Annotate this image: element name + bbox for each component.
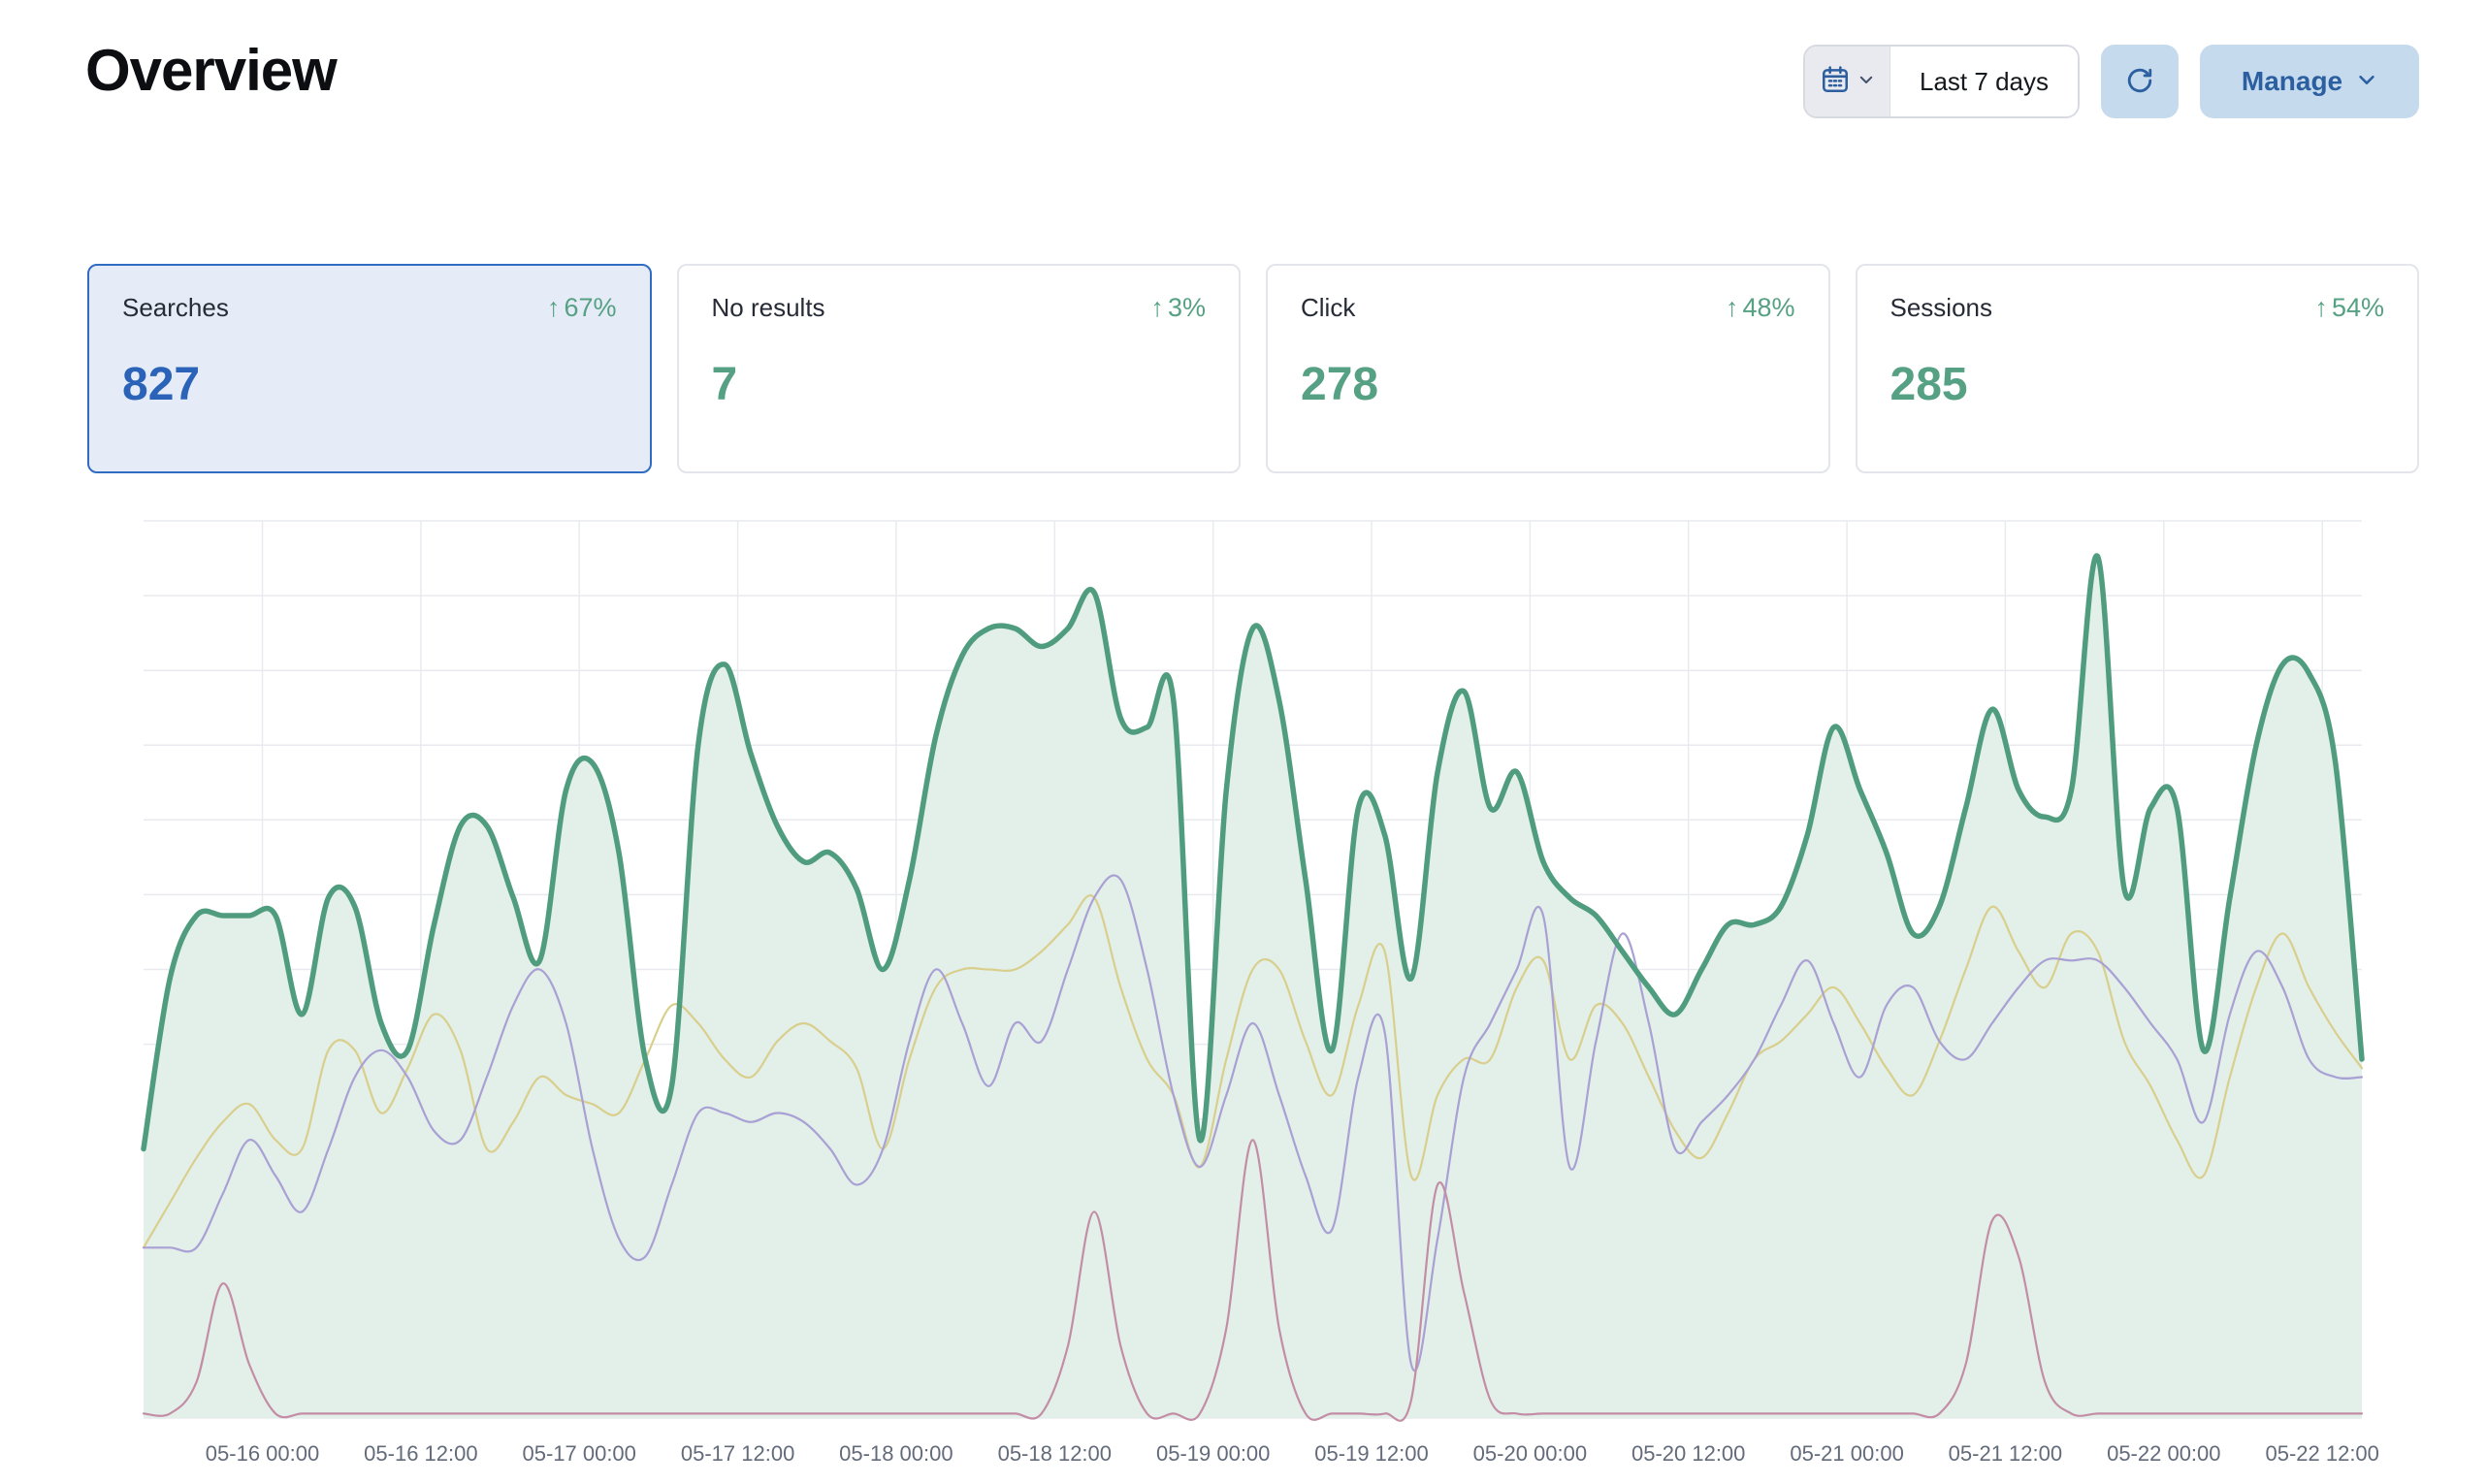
trend-up-icon: ↑ xyxy=(1150,293,1164,322)
stat-label: Searches xyxy=(122,293,229,322)
trend-value: 67% xyxy=(564,293,617,322)
chevron-down-icon xyxy=(1857,71,1875,93)
x-axis-tick-label: 05-22 00:00 xyxy=(2107,1441,2220,1466)
series-line-sessions xyxy=(142,894,2364,1249)
x-axis-tick-label: 05-20 12:00 xyxy=(1631,1441,1745,1466)
series-line-clicks xyxy=(142,874,2364,1372)
stat-label: No results xyxy=(711,293,825,322)
series-line-searches xyxy=(141,553,2365,1152)
trend-up-icon: ↑ xyxy=(2314,293,2328,322)
series-area-searches xyxy=(144,556,2362,1418)
stat-label: Sessions xyxy=(1889,293,1993,322)
x-axis-tick-label: 05-17 00:00 xyxy=(522,1441,635,1466)
date-range-calendar-button[interactable] xyxy=(1805,47,1891,116)
stat-value: 827 xyxy=(122,359,201,410)
stat-cards-row: Searches ↑ 67% 827 No results ↑ 3% 7 Click… xyxy=(87,264,2419,473)
stat-card-sessions[interactable]: Sessions ↑ 54% 285 xyxy=(1855,264,2419,473)
trend-up-icon: ↑ xyxy=(546,293,561,322)
x-axis-tick-label: 05-19 12:00 xyxy=(1314,1441,1428,1466)
trend-value: 3% xyxy=(1167,293,1206,322)
trend-up-icon: ↑ xyxy=(1725,293,1739,322)
trend-value: 48% xyxy=(1742,293,1795,322)
stat-card-searches[interactable]: Searches ↑ 67% 827 xyxy=(87,264,652,473)
x-axis-tick-label: 05-17 12:00 xyxy=(681,1441,794,1466)
stat-value: 7 xyxy=(711,359,738,410)
stat-card-click[interactable]: Click ↑ 48% 278 xyxy=(1266,264,1830,473)
refresh-icon xyxy=(2123,64,2156,100)
trend-value: 54% xyxy=(2331,293,2384,322)
date-range-label[interactable]: Last 7 days xyxy=(1890,47,2078,116)
x-axis-tick-label: 05-19 00:00 xyxy=(1156,1441,1270,1466)
x-axis-tick-label: 05-18 12:00 xyxy=(998,1441,1112,1466)
stat-card-no-results[interactable]: No results ↑ 3% 7 xyxy=(676,264,1241,473)
stat-value: 278 xyxy=(1301,359,1379,410)
calendar-icon xyxy=(1820,64,1851,100)
x-axis-tick-label: 05-20 00:00 xyxy=(1473,1441,1587,1466)
header-controls: Last 7 days Manage xyxy=(1803,45,2419,118)
stat-label: Click xyxy=(1301,293,1356,322)
x-axis-tick-label: 05-16 00:00 xyxy=(206,1441,319,1466)
stat-value: 285 xyxy=(1889,359,1968,410)
series-line-no_results xyxy=(142,1139,2364,1422)
chevron-down-icon xyxy=(2356,66,2377,97)
x-axis-tick-label: 05-18 00:00 xyxy=(839,1441,953,1466)
x-axis-tick-label: 05-16 12:00 xyxy=(364,1441,477,1466)
x-axis-tick-label: 05-21 12:00 xyxy=(1949,1441,2062,1466)
x-axis-tick-label: 05-21 00:00 xyxy=(1790,1441,1903,1466)
x-axis-tick-label: 05-22 12:00 xyxy=(2265,1441,2378,1466)
manage-button[interactable]: Manage xyxy=(2200,45,2419,118)
page-title: Overview xyxy=(85,38,338,103)
manage-label: Manage xyxy=(2241,66,2343,96)
date-range-control: Last 7 days xyxy=(1803,45,2080,118)
refresh-button[interactable] xyxy=(2101,45,2179,118)
